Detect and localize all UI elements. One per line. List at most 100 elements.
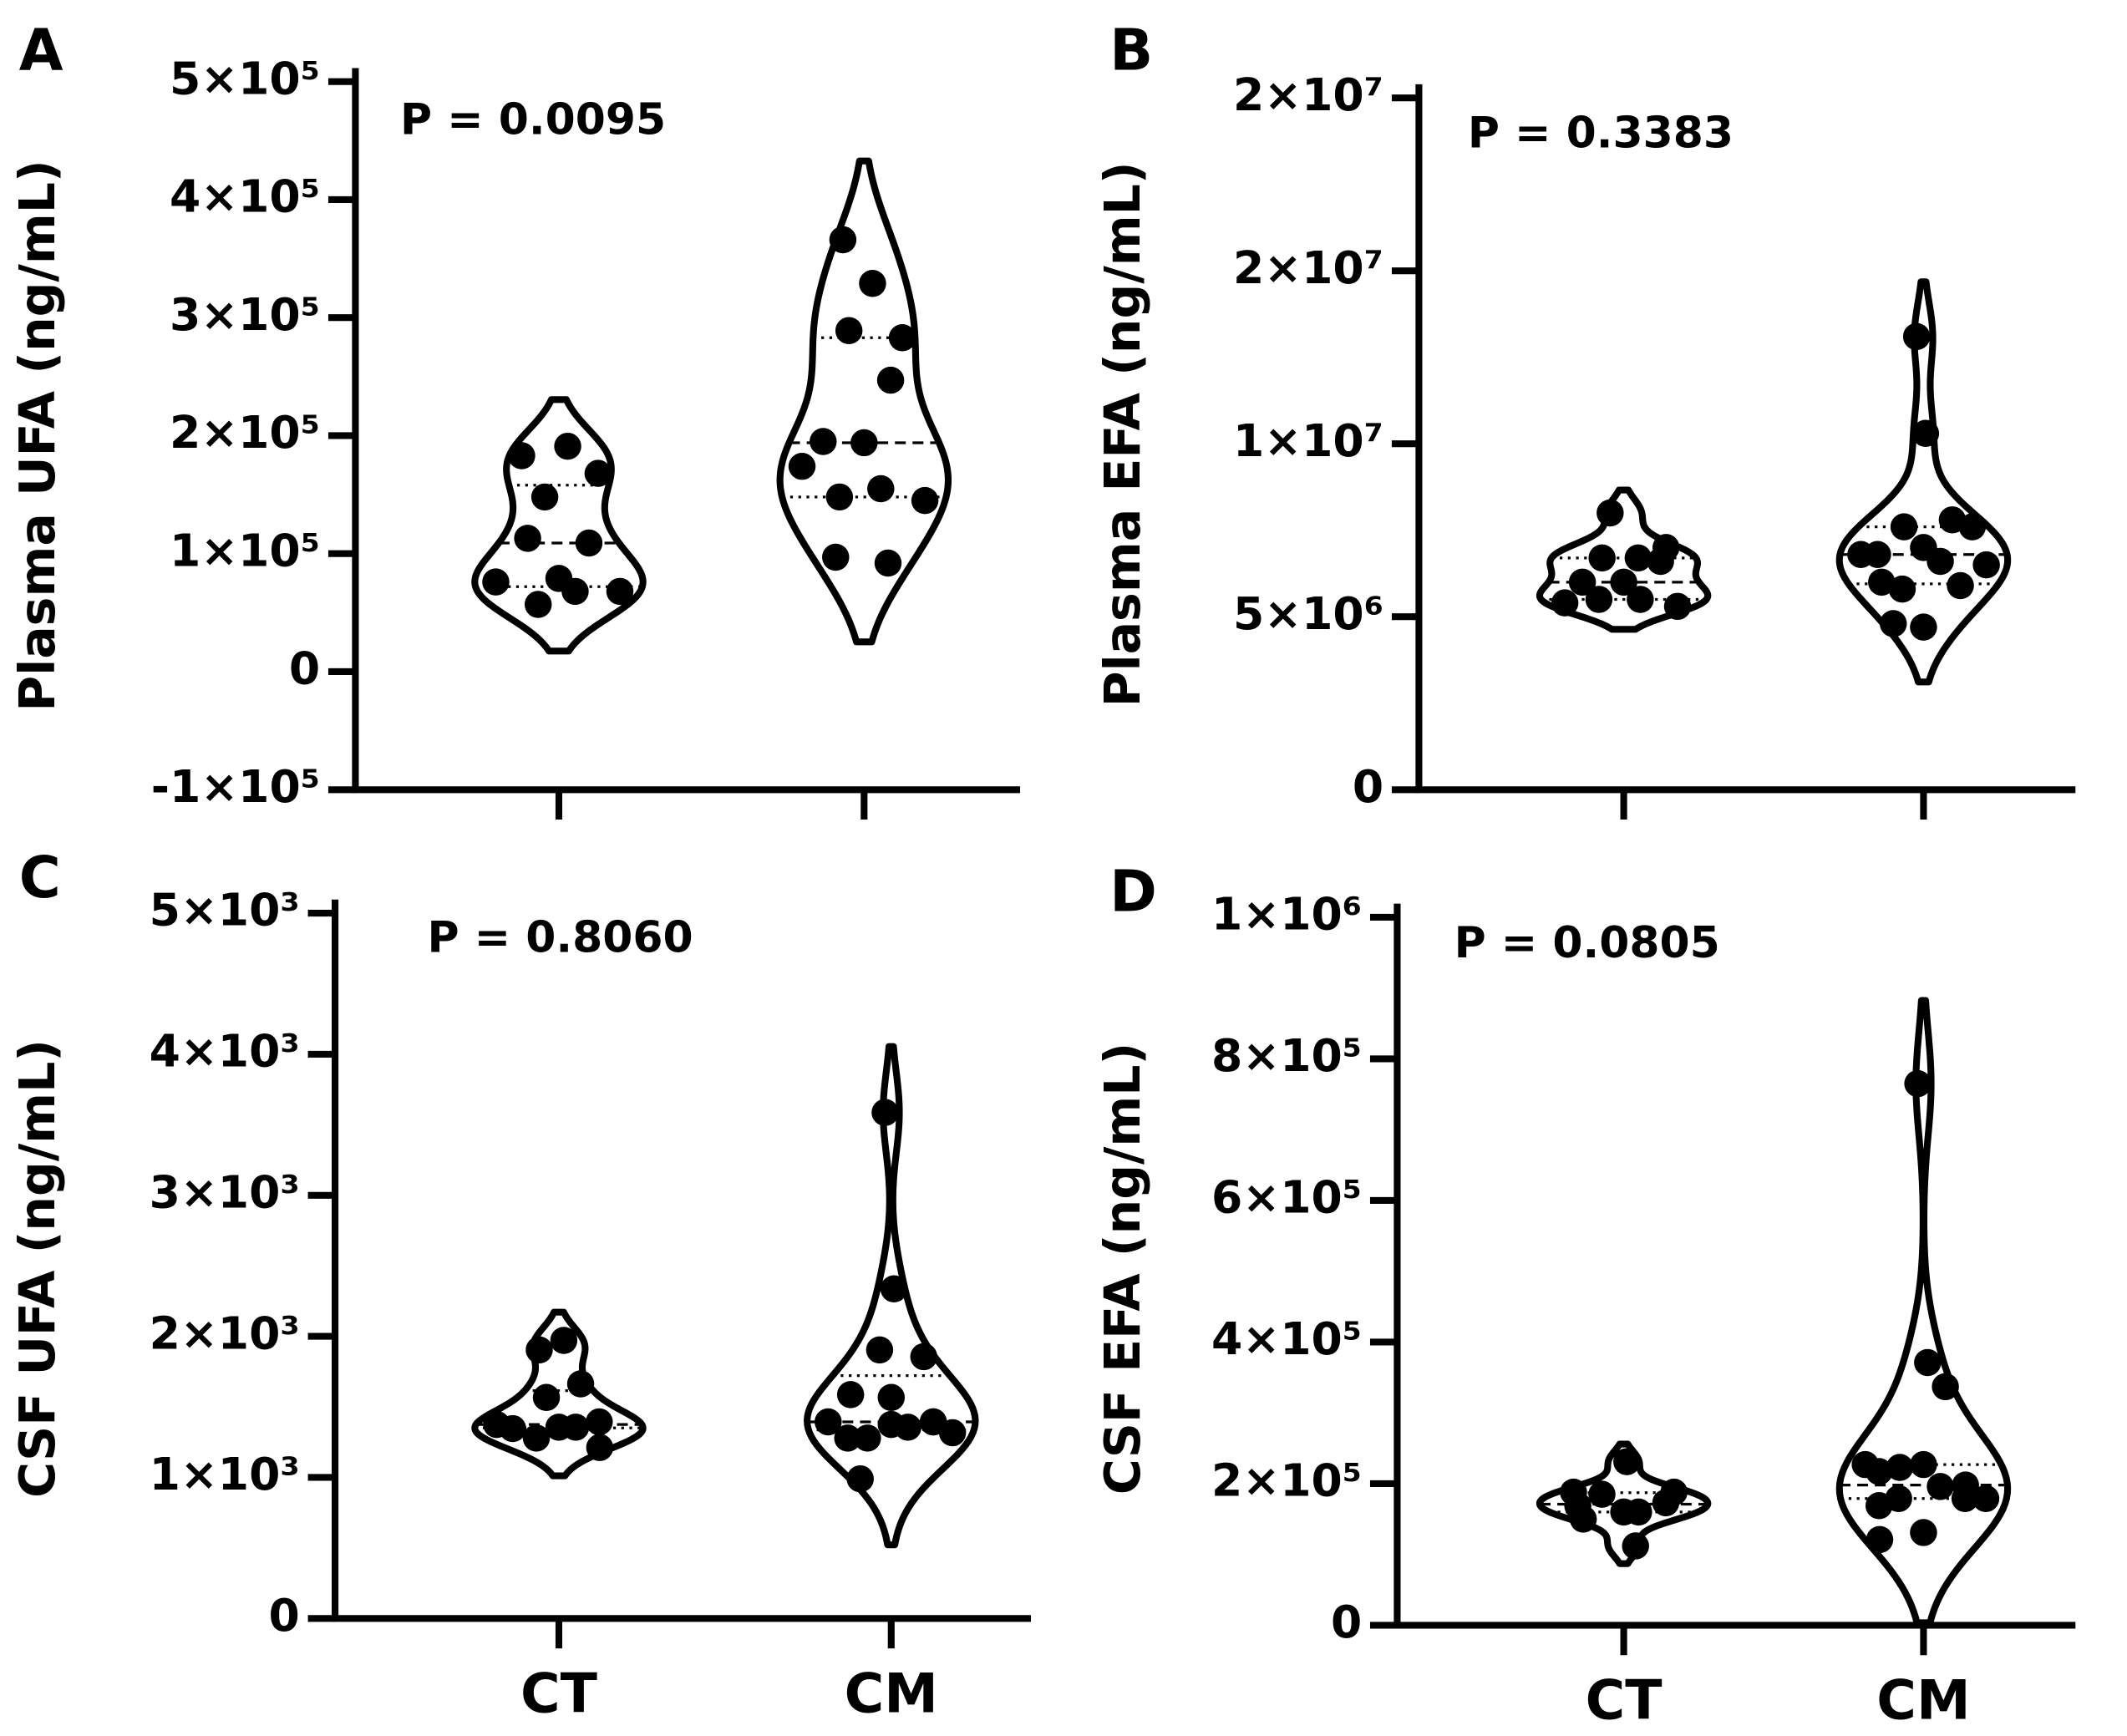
x-tick-label: CM [1876, 1670, 1970, 1733]
y-tick-label: 2×10⁵ [1211, 1454, 1362, 1507]
data-point [880, 1275, 908, 1302]
y-tick-label: 0 [289, 642, 320, 695]
data-point [1588, 1480, 1616, 1508]
data-point [586, 1408, 613, 1436]
data-point [835, 317, 863, 344]
data-point [522, 1424, 551, 1452]
data-point [575, 529, 603, 557]
data-point [1613, 1448, 1641, 1475]
y-tick-label: 3×10³ [150, 1165, 300, 1218]
violin [471, 1308, 647, 1480]
x-tick-label: CM [845, 1663, 938, 1726]
data-point [874, 549, 902, 577]
violin [471, 396, 647, 655]
data-point [1585, 586, 1613, 613]
y-tick-label: 4×10⁵ [1211, 1312, 1362, 1365]
y-tick-label: 1×10⁶ [1211, 888, 1362, 941]
annotation: P = 0.0095 [400, 94, 666, 145]
data-point [1910, 1519, 1937, 1546]
data-point [1947, 571, 1974, 600]
data-point [1902, 322, 1931, 351]
violin [776, 157, 952, 646]
y-tick-label: 2×10³ [150, 1307, 300, 1359]
data-point [834, 1424, 861, 1452]
data-point [910, 1343, 938, 1371]
data-point [1972, 551, 2000, 579]
data-point [850, 429, 878, 457]
y-tick-label: 6×10⁵ [1211, 1171, 1362, 1224]
y-tick-label: 5×10³ [150, 884, 300, 937]
data-point [561, 1414, 590, 1441]
data-point [1914, 1348, 1942, 1377]
data-point [1880, 610, 1907, 637]
y-axis-label: CSF EFA (ng/mL) [1094, 1043, 1151, 1495]
data-point [836, 1381, 865, 1409]
data-point [524, 591, 552, 618]
data-point [1926, 547, 1954, 576]
data-point [1910, 613, 1937, 641]
x-tick-label: CT [1586, 1670, 1663, 1733]
data-point [1627, 586, 1654, 613]
data-point [1597, 499, 1624, 527]
data-point [1886, 1454, 1914, 1481]
data-point [829, 226, 857, 254]
data-point [876, 366, 905, 394]
y-tick-label: 1×10³ [150, 1448, 300, 1500]
data-point [866, 1336, 894, 1364]
y-tick-label: 0 [269, 1589, 300, 1642]
y-tick-label: 5×10⁶ [1233, 587, 1383, 640]
data-point [525, 1336, 553, 1364]
y-tick-label: 0 [1331, 1596, 1362, 1648]
y-tick-label: 4×10⁵ [170, 170, 320, 223]
y-tick-label: 2×10⁷ [1233, 241, 1383, 294]
data-point [1910, 1450, 1937, 1479]
data-point [1624, 544, 1652, 572]
y-tick-label: 1×10⁷ [1233, 414, 1383, 467]
panel: A P = 0.0095 Plasma UFA (ng/mL) -1×10⁵ 0 1×10… [9, 18, 1021, 820]
data-point [1652, 1489, 1680, 1517]
data-point [788, 452, 816, 480]
data-point [919, 1408, 947, 1436]
data-point [1588, 544, 1616, 572]
violin [1835, 278, 2012, 686]
y-axis-label: Plasma EFA (ng/mL) [1094, 161, 1151, 707]
data-point [554, 432, 581, 460]
panel-label: B [1109, 18, 1153, 84]
data-point [1951, 1485, 1979, 1512]
data-point [822, 543, 850, 571]
y-tick-label: 0 [1353, 760, 1383, 813]
data-point [911, 486, 939, 515]
y-tick-label: 1×10⁵ [170, 524, 320, 576]
violin [1536, 486, 1712, 633]
data-point [877, 1383, 906, 1411]
annotation: P = 0.0805 [1454, 918, 1720, 968]
data-point [1926, 1473, 1954, 1500]
y-tick-label: 4×10³ [150, 1025, 300, 1078]
data-point [483, 1410, 510, 1439]
data-point [1851, 1450, 1879, 1479]
data-point [867, 475, 895, 503]
data-point [514, 525, 541, 552]
data-point [1972, 1485, 2000, 1512]
data-point [1663, 592, 1692, 621]
y-tick-label: -1×10⁵ [151, 760, 320, 813]
data-point [508, 442, 536, 470]
x-tick-label: CT [520, 1663, 597, 1726]
panel: C P = 0.8060 CSF UFA (ng/mL) 0 1×10³ 2×10³ 3×1… [9, 845, 1032, 1726]
violin [804, 1043, 979, 1549]
y-tick-label: 3×10⁵ [170, 288, 320, 341]
data-point [1890, 513, 1918, 541]
data-point [825, 483, 854, 511]
data-point [566, 1370, 595, 1398]
data-point [532, 1383, 561, 1411]
annotation: P = 0.3383 [1468, 109, 1734, 159]
data-point [1911, 419, 1940, 448]
data-point [606, 577, 634, 606]
data-point [859, 269, 886, 297]
data-point [1866, 1525, 1894, 1554]
y-axis-label: Plasma UFA (ng/mL) [9, 160, 66, 711]
data-point [1865, 1491, 1893, 1520]
panel-label: A [19, 18, 63, 84]
data-point [1569, 1505, 1597, 1533]
data-point [1847, 541, 1875, 568]
